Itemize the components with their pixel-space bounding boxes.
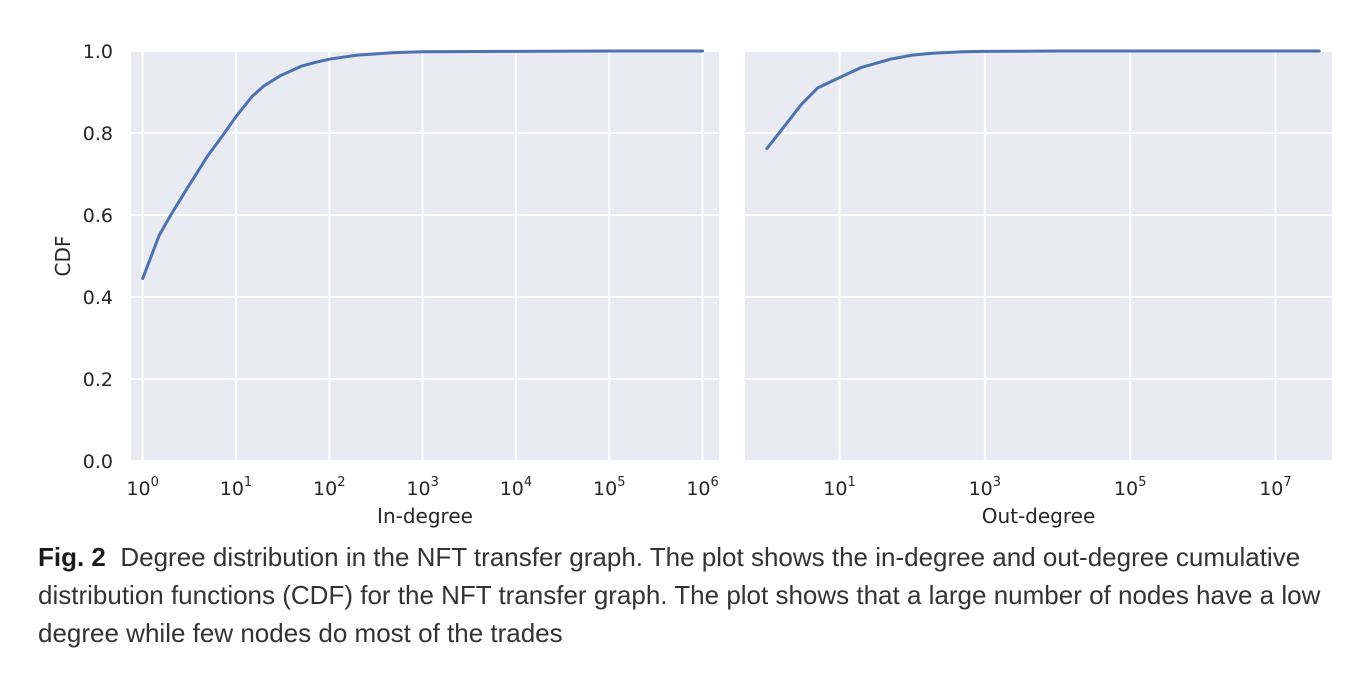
- caption-label: Fig. 2: [38, 542, 106, 572]
- in-degree-x-tick-label: 105: [593, 475, 625, 500]
- y-axis-label: CDF: [51, 236, 75, 277]
- y-tick-label: 0.4: [83, 287, 113, 309]
- tick-exponent: 2: [337, 475, 345, 490]
- tick-exponent: 1: [244, 475, 252, 490]
- tick-base: 10: [126, 478, 150, 500]
- out-degree-x-axis-label: Out-degree: [982, 504, 1096, 528]
- tick-exponent: 5: [1138, 475, 1146, 490]
- tick-base: 10: [406, 478, 430, 500]
- tick-base: 10: [593, 478, 617, 500]
- figure-caption: Fig. 2 Degree distribution in the NFT tr…: [38, 538, 1328, 652]
- tick-base: 10: [500, 478, 524, 500]
- y-tick-label: 0.0: [83, 451, 113, 473]
- tick-exponent: 0: [151, 475, 159, 490]
- in-degree-x-tick-label: 103: [406, 475, 438, 500]
- caption-text: Degree distribution in the NFT transfer …: [38, 542, 1321, 648]
- in-degree-x-tick-label: 104: [500, 475, 532, 500]
- tick-base: 10: [823, 478, 847, 500]
- tick-exponent: 3: [993, 475, 1001, 490]
- in-degree-x-tick-label: 101: [220, 475, 252, 500]
- tick-base: 10: [686, 478, 710, 500]
- tick-base: 10: [313, 478, 337, 500]
- tick-exponent: 1: [847, 475, 855, 490]
- y-tick-label: 0.6: [83, 205, 113, 227]
- out-degree-x-tick-label: 103: [969, 475, 1001, 500]
- y-tick-label: 0.8: [83, 123, 113, 145]
- in-degree-x-tick-label: 102: [313, 475, 345, 500]
- in-degree-x-tick-label: 106: [686, 475, 718, 500]
- tick-exponent: 5: [617, 475, 625, 490]
- tick-base: 10: [1259, 478, 1283, 500]
- in-degree-x-axis-label: In-degree: [377, 504, 473, 528]
- tick-exponent: 7: [1283, 475, 1291, 490]
- y-tick-label: 1.0: [83, 41, 113, 63]
- y-tick-label: 0.2: [83, 369, 113, 391]
- out-degree-x-tick-label: 101: [823, 475, 855, 500]
- tick-exponent: 3: [431, 475, 439, 490]
- tick-base: 10: [969, 478, 993, 500]
- out-degree-x-tick-label: 107: [1259, 475, 1291, 500]
- out-degree-cdf-line: [765, 49, 1321, 151]
- out-degree-x-tick-label: 105: [1114, 475, 1146, 500]
- in-degree-plot-area: [131, 51, 719, 461]
- out-degree-plot-area: [745, 51, 1332, 461]
- tick-exponent: 4: [524, 475, 532, 490]
- tick-exponent: 6: [711, 475, 719, 490]
- tick-base: 10: [1114, 478, 1138, 500]
- in-degree-x-tick-label: 100: [126, 475, 158, 500]
- in-degree-cdf-line: [141, 49, 705, 281]
- tick-base: 10: [220, 478, 244, 500]
